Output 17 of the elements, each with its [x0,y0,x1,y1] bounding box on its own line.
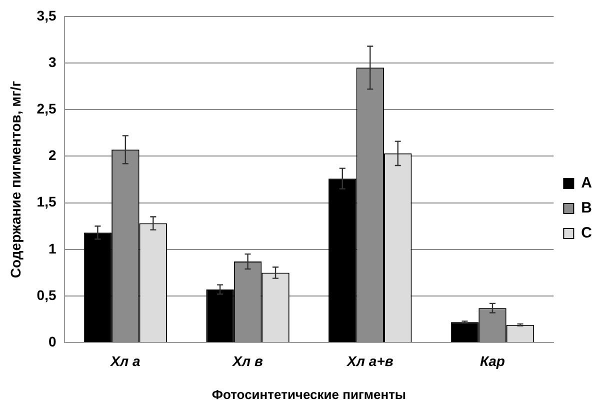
y-tick-label: 2 [48,147,56,164]
x-tick-label: Хл в [232,352,264,369]
y-tick-label: 3,5 [36,7,56,24]
x-axis-title: Фотосинтетические пигменты [212,386,406,402]
y-tick-label: 0,5 [36,286,56,303]
y-tick-label: 1,5 [36,194,56,210]
y-tick-label: 0 [48,333,56,350]
y-tick-label: 1 [48,240,56,256]
y-tick-label: 2,5 [36,100,56,116]
x-tick-label: Хл a [110,352,141,369]
legend-label: C [581,224,592,242]
legend-label: B [581,200,592,217]
y-axis-title: Содержание пигментов, мг/г [7,80,24,278]
x-tick-label: Хл а+в [346,352,394,369]
x-tick-label: Кар [480,352,506,369]
y-tick-label: 3 [48,54,56,70]
legend-label: A [581,174,592,192]
